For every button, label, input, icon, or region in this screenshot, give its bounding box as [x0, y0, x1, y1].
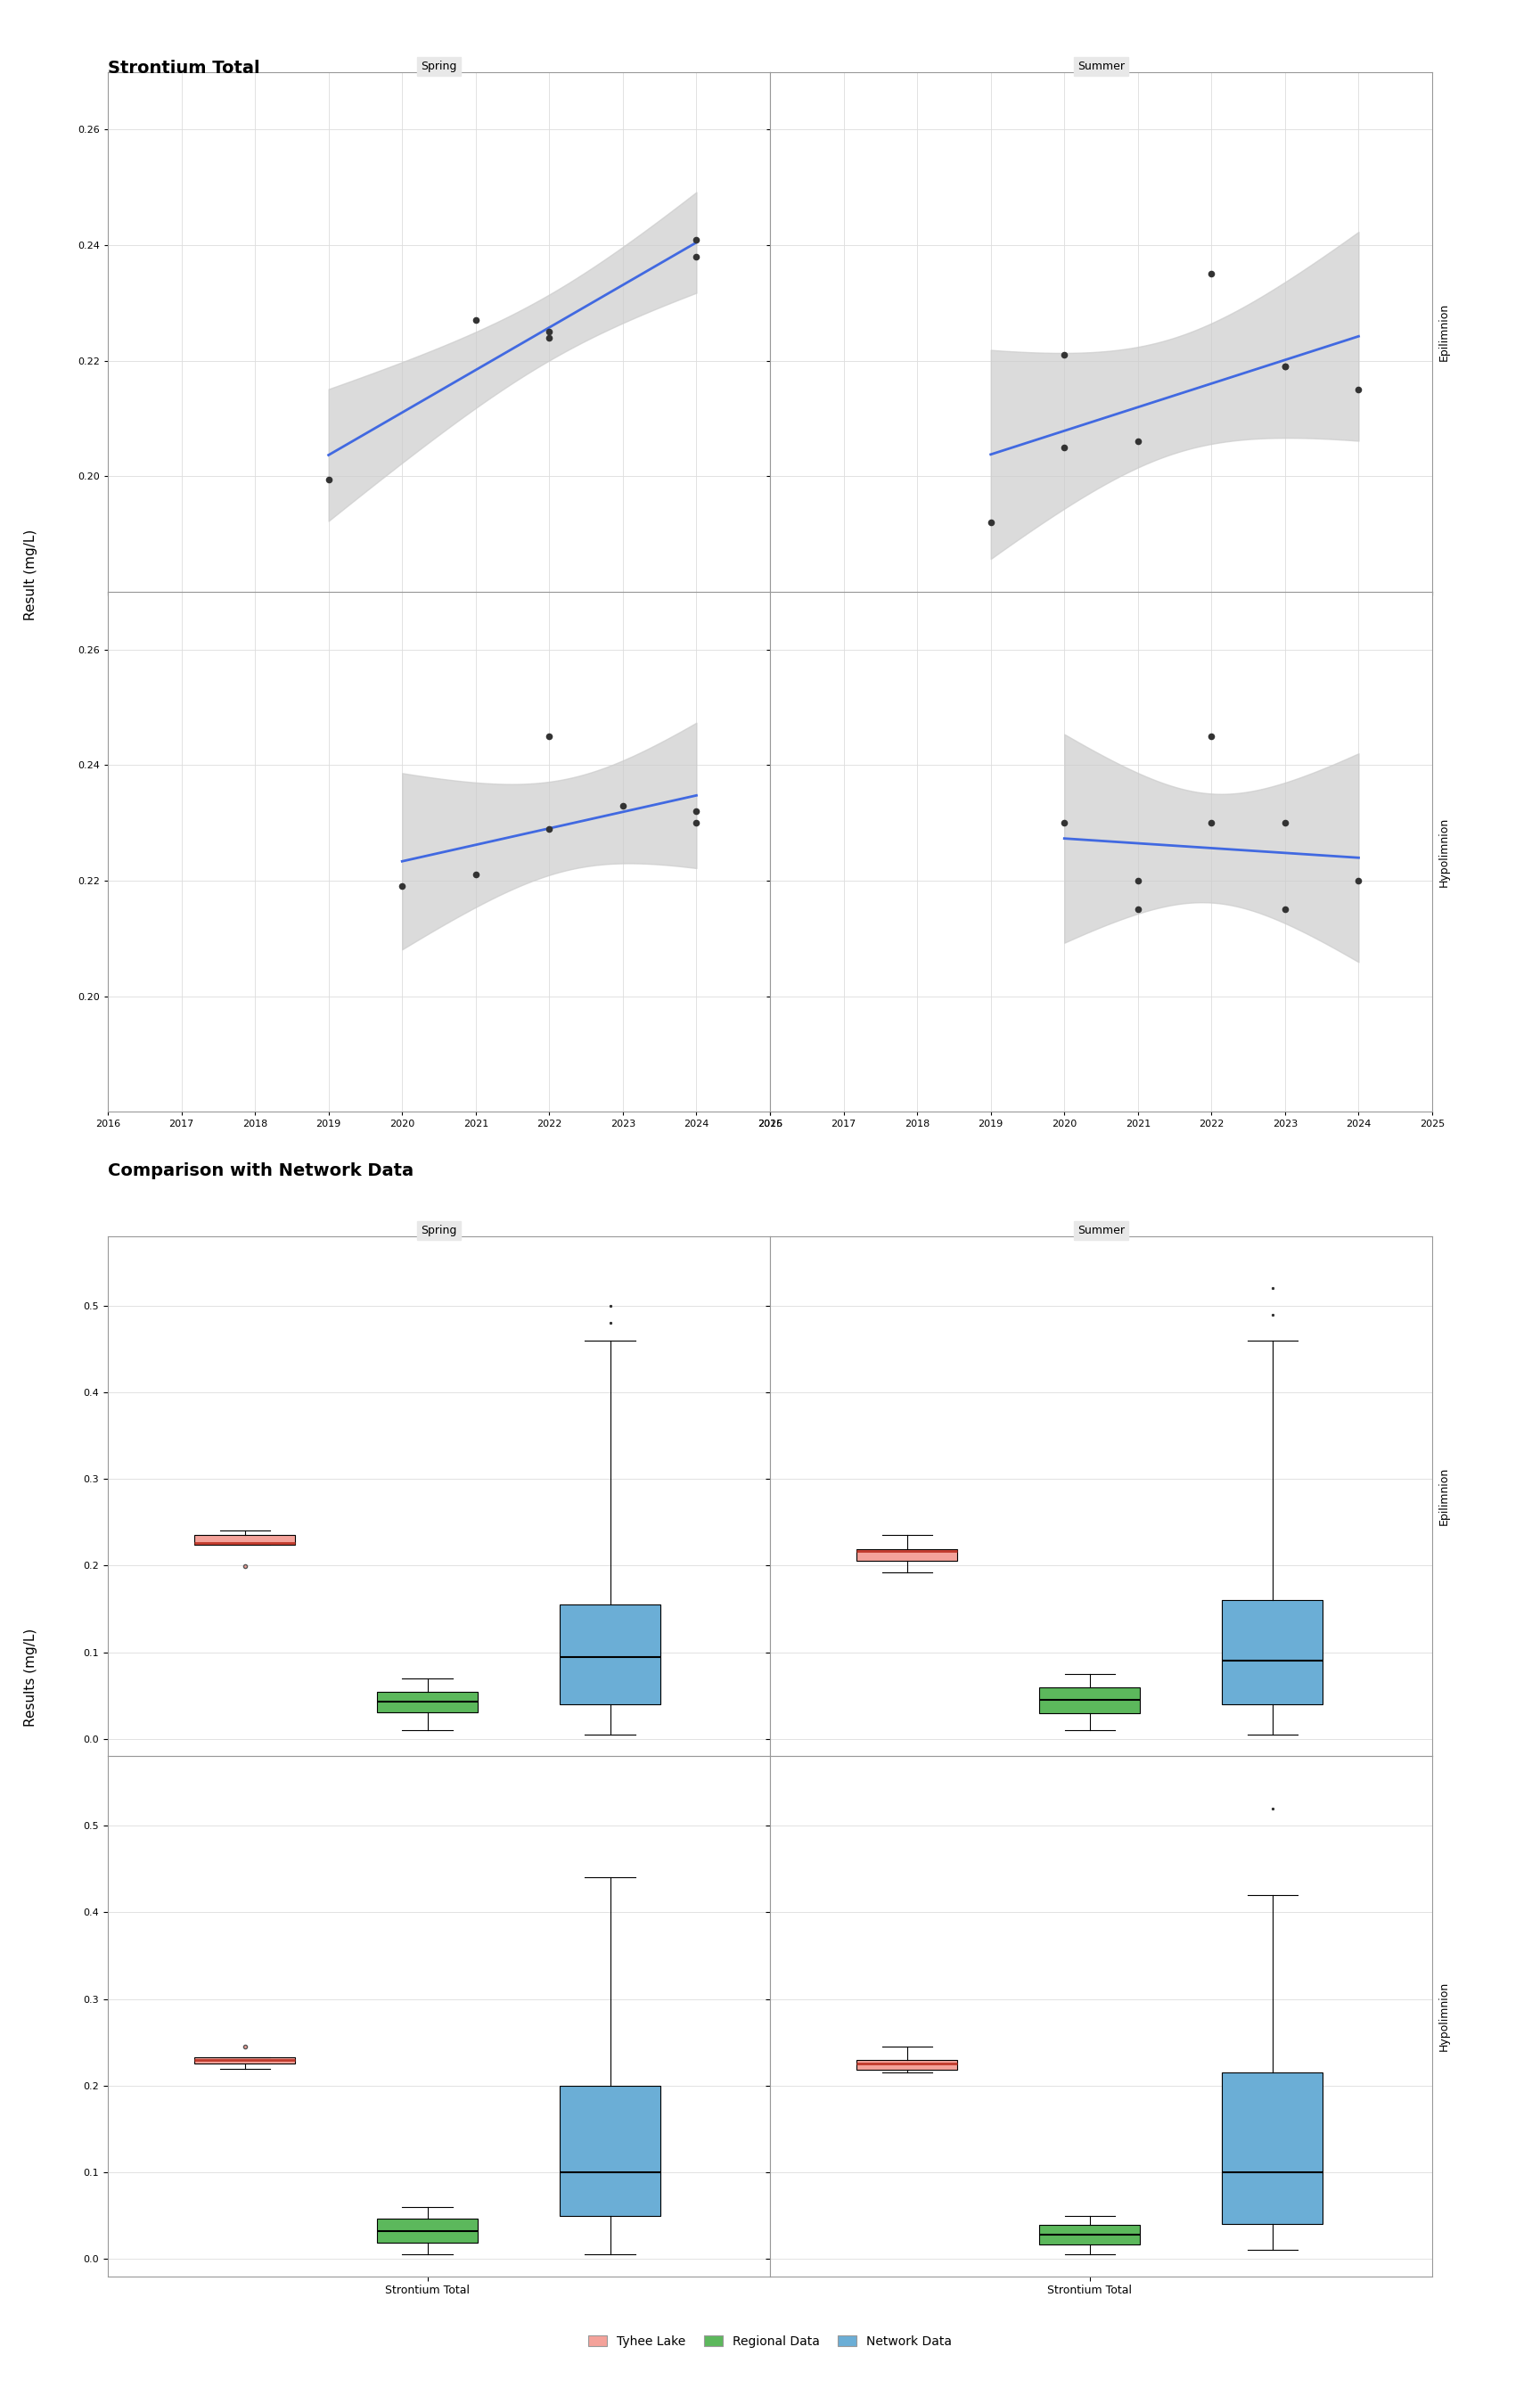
PathPatch shape — [194, 1536, 296, 1545]
Point — [1200, 716, 1224, 755]
Title: Summer: Summer — [1078, 60, 1124, 72]
Point — [978, 503, 1003, 541]
Text: Result (mg/L): Result (mg/L) — [25, 530, 37, 621]
Point — [1346, 863, 1371, 901]
Point — [684, 237, 708, 276]
Point — [537, 319, 562, 357]
Text: Strontium Total: Strontium Total — [108, 60, 260, 77]
Point — [610, 786, 634, 824]
Title: Summer: Summer — [1078, 1224, 1124, 1236]
Text: Comparison with Network Data: Comparison with Network Data — [108, 1162, 414, 1179]
Point — [1272, 891, 1297, 930]
Point — [1272, 347, 1297, 386]
Point — [1200, 254, 1224, 292]
Point — [1052, 429, 1076, 467]
Point — [316, 460, 340, 498]
Point — [1272, 347, 1297, 386]
PathPatch shape — [377, 2219, 477, 2243]
Y-axis label: Epilimnion: Epilimnion — [1438, 302, 1451, 362]
Point — [684, 220, 708, 259]
PathPatch shape — [1040, 2226, 1140, 2245]
PathPatch shape — [856, 2061, 958, 2070]
Y-axis label: Hypolimnion: Hypolimnion — [1438, 817, 1451, 887]
Point — [1126, 891, 1150, 930]
PathPatch shape — [377, 1692, 477, 1711]
Point — [1200, 803, 1224, 841]
PathPatch shape — [1223, 2073, 1323, 2223]
Point — [1052, 335, 1076, 374]
Y-axis label: Epilimnion: Epilimnion — [1438, 1466, 1451, 1526]
Point — [1272, 803, 1297, 841]
Y-axis label: Hypolimnion: Hypolimnion — [1438, 1981, 1451, 2051]
PathPatch shape — [561, 1605, 661, 1704]
Text: Results (mg/L): Results (mg/L) — [25, 1627, 37, 1728]
Legend: Tyhee Lake, Regional Data, Network Data: Tyhee Lake, Regional Data, Network Data — [582, 2329, 958, 2353]
PathPatch shape — [561, 2085, 661, 2216]
Point — [1052, 803, 1076, 841]
Title: Spring: Spring — [420, 60, 457, 72]
Title: Spring: Spring — [420, 1224, 457, 1236]
Point — [684, 793, 708, 831]
PathPatch shape — [194, 2058, 296, 2063]
Point — [390, 867, 414, 906]
Point — [1346, 371, 1371, 410]
Point — [1126, 863, 1150, 901]
Point — [537, 716, 562, 755]
Point — [464, 855, 488, 894]
Point — [684, 803, 708, 841]
Point — [1126, 422, 1150, 460]
PathPatch shape — [1040, 1687, 1140, 1713]
Point — [537, 810, 562, 848]
PathPatch shape — [856, 1548, 958, 1560]
Point — [537, 311, 562, 350]
PathPatch shape — [1223, 1601, 1323, 1704]
Point — [464, 302, 488, 340]
